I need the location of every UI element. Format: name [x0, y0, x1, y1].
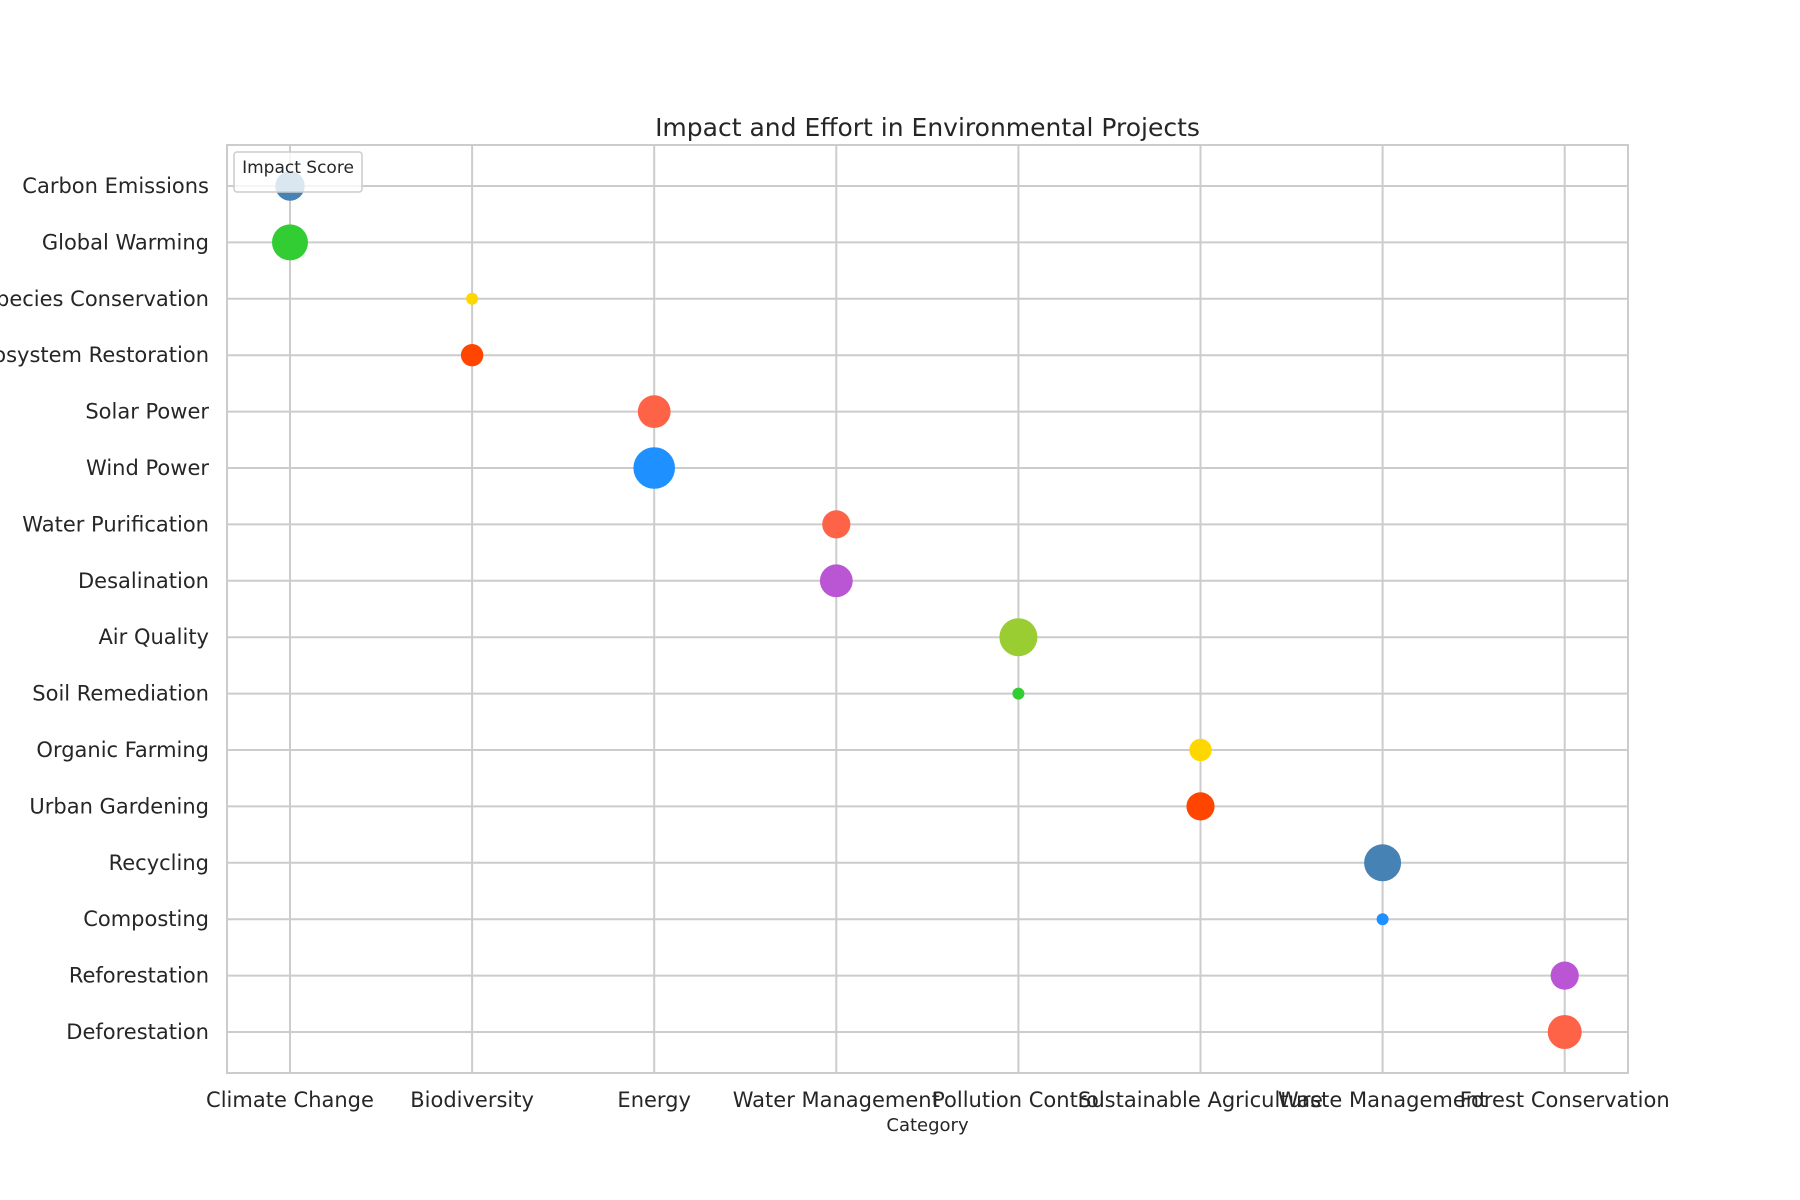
grid-lines	[227, 145, 1628, 1073]
point-air-quality[interactable]	[999, 618, 1038, 657]
y-tick-urban-gardening: Urban Gardening	[29, 794, 209, 818]
point-desalination[interactable]	[819, 564, 853, 598]
point-deforestation[interactable]	[1547, 1015, 1582, 1049]
legend-box	[233, 151, 363, 193]
legend[interactable]: Impact Score	[233, 151, 363, 193]
point-water-purification[interactable]	[822, 510, 851, 539]
x-tick-energy: Energy	[617, 1088, 691, 1112]
y-tick-desalination: Desalination	[78, 569, 209, 593]
y-axis-tick-labels: Carbon Emissions Global Warming Species Co…	[0, 174, 209, 1044]
y-tick-carbon-emissions: Carbon Emissions	[22, 174, 209, 198]
y-tick-reforestation: Reforestation	[69, 964, 209, 988]
point-solar-power[interactable]	[637, 395, 671, 428]
y-tick-soil-remediation: Soil Remediation	[32, 682, 209, 706]
y-tick-recycling: Recycling	[109, 851, 209, 875]
point-species-conservation[interactable]	[466, 292, 479, 305]
chart-title: Impact and Effort in Environmental Proje…	[655, 113, 1200, 142]
x-tick-sustainable-agriculture: Sustainable Agriculture	[1078, 1088, 1323, 1112]
x-tick-water-management: Water Management	[733, 1088, 940, 1112]
point-reforestation[interactable]	[1550, 961, 1579, 990]
point-urban-gardening[interactable]	[1186, 792, 1215, 821]
point-wind-power[interactable]	[633, 447, 675, 489]
y-tick-ecosystem-restoration: Ecosystem Restoration	[0, 343, 209, 367]
point-soil-remediation[interactable]	[1012, 687, 1025, 700]
x-axis-label: Category	[886, 1115, 969, 1136]
y-tick-air-quality: Air Quality	[98, 625, 209, 649]
legend-title: Impact Score	[242, 158, 354, 178]
y-tick-wind-power: Wind Power	[86, 456, 209, 480]
y-tick-composting: Composting	[83, 907, 209, 931]
y-tick-organic-farming: Organic Farming	[36, 738, 209, 762]
point-composting[interactable]	[1376, 913, 1389, 926]
point-global-warming[interactable]	[272, 224, 308, 261]
y-tick-species-conservation: Species Conservation	[0, 287, 209, 311]
y-tick-solar-power: Solar Power	[85, 400, 209, 424]
plot-area-frame	[226, 144, 1629, 1074]
x-tick-biodiversity: Biodiversity	[410, 1088, 534, 1112]
y-tick-global-warming: Global Warming	[42, 230, 209, 254]
point-ecosystem-restoration[interactable]	[460, 344, 484, 367]
x-tick-forest-conservation: Forest Conservation	[1460, 1088, 1670, 1112]
x-tick-waste-management: Waste Management	[1278, 1088, 1487, 1112]
x-axis-tick-labels: Climate Change Biodiversity Energy Water Ma…	[206, 1088, 1670, 1112]
y-tick-water-purification: Water Purification	[22, 512, 209, 536]
point-organic-farming[interactable]	[1189, 738, 1212, 762]
y-tick-deforestation: Deforestation	[66, 1020, 209, 1044]
x-tick-climate-change: Climate Change	[206, 1088, 374, 1112]
x-tick-pollution-control: Pollution Control	[932, 1088, 1105, 1112]
point-recycling[interactable]	[1364, 844, 1402, 882]
